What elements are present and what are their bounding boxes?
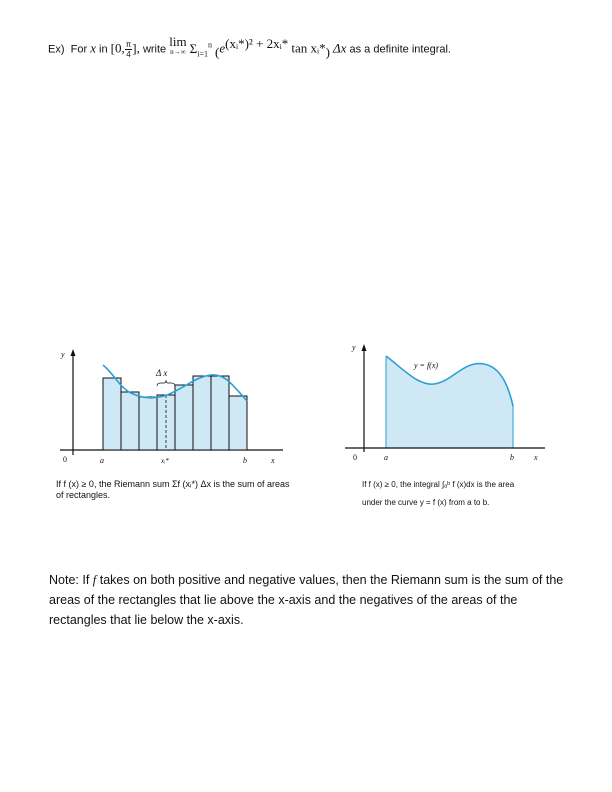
interval-close: ],	[132, 40, 140, 56]
delta-x: Δx	[333, 40, 347, 56]
lim-text: lim	[169, 34, 187, 49]
exponent: (xᵢ*)² + 2xᵢ*	[225, 36, 289, 51]
paren-close: )	[325, 44, 330, 60]
rectangle	[210, 375, 230, 451]
rectangle	[102, 377, 122, 451]
note-paragraph: Note: If f takes on both positive and ne…	[49, 570, 574, 630]
x-label: x	[533, 453, 538, 462]
y-axis-arrow	[70, 349, 76, 356]
rectangle	[228, 395, 248, 451]
rectangle	[174, 384, 194, 451]
paren-open: (	[215, 44, 220, 60]
in-text: in	[99, 43, 108, 56]
integrand-e: e	[219, 40, 226, 56]
x-label: x	[270, 456, 275, 465]
sum-symbol: Σ	[189, 40, 198, 56]
note-f-symbol: f	[92, 573, 97, 587]
origin-label: 0	[353, 453, 357, 462]
summation: Σi=1n	[189, 40, 212, 59]
riemann-rectangles	[102, 375, 248, 451]
sum-sub: i=1	[197, 49, 208, 59]
rectangle	[138, 396, 158, 451]
rectangle	[120, 391, 140, 451]
function-curve	[102, 364, 248, 402]
right-caption-line1: If f (x) ≥ 0, the integral ∫ₐᵇ f (x)dx i…	[362, 480, 515, 489]
frac-num: π	[124, 40, 133, 51]
problem-label: Ex)	[48, 43, 65, 56]
right-caption-line2: under the curve y = f (x) from a to b.	[362, 498, 490, 507]
sum-sup: n	[207, 40, 212, 50]
for-text: For	[70, 43, 88, 56]
riemann-sum-figure: Δ x y 0 a xᵢ* b x	[55, 345, 290, 470]
y-label: y	[60, 350, 65, 359]
delta-x-label: Δ x	[155, 368, 167, 378]
definite-integral-figure: y y = f(x) 0 a b x	[340, 340, 550, 465]
note-body: takes on both positive and negative valu…	[49, 573, 564, 627]
note-prefix: Note: If	[49, 573, 90, 587]
area-under-curve	[386, 356, 513, 448]
y-axis-arrow	[361, 344, 367, 351]
tan-term: tan xᵢ*	[291, 40, 326, 56]
lim-sub: n→∞	[170, 48, 186, 56]
var-x: x	[90, 40, 96, 56]
a-label: a	[384, 453, 388, 462]
delta-x-brace	[156, 379, 176, 387]
curve-label: y = f(x)	[413, 361, 438, 370]
frac-den: 4	[126, 50, 131, 60]
a-label: a	[100, 456, 104, 465]
b-label: b	[510, 453, 514, 462]
function-curve	[385, 355, 514, 407]
rectangle	[192, 375, 212, 451]
origin-label: 0	[63, 455, 67, 464]
right-figure-caption: If f (x) ≥ 0, the integral ∫ₐᵇ f (x)dx i…	[362, 476, 562, 512]
xi-star-label: xᵢ*	[160, 457, 169, 465]
problem-statement: Ex) For x in [0, π 4], write lim n→∞ Σi=1n …	[48, 34, 451, 61]
tail-text: as a definite integral.	[349, 43, 451, 56]
limit: lim n→∞	[169, 34, 187, 58]
y-label: y	[351, 343, 356, 352]
b-label: b	[243, 456, 247, 465]
left-figure-caption: If f (x) ≥ 0, the Riemann sum Σf (xᵢ*) Δ…	[56, 479, 290, 500]
write-text: write	[142, 43, 167, 56]
interval-open: [0,	[110, 40, 125, 56]
